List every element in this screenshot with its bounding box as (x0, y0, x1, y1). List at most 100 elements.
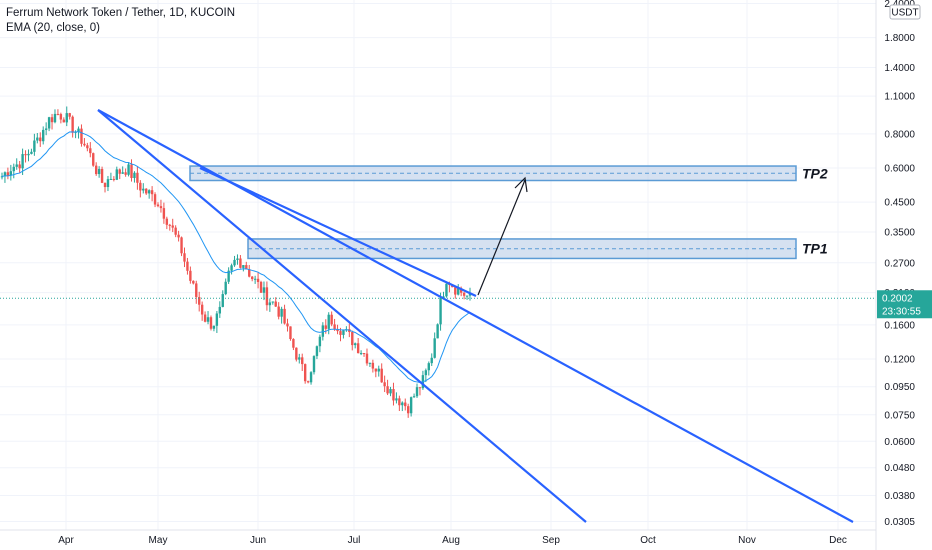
candle-body (433, 338, 436, 358)
price-tick-label: 1.4000 (884, 63, 915, 74)
candle-body (221, 294, 224, 307)
candle-body (459, 288, 463, 293)
candle-body (47, 117, 51, 129)
candle-body (9, 171, 13, 176)
candle-body (92, 153, 95, 166)
candle-body (248, 269, 251, 277)
candle-body (209, 317, 213, 329)
candle-body (156, 204, 160, 207)
candle-body (39, 137, 42, 142)
candle-body (271, 301, 274, 303)
symbol-title[interactable]: Ferrum Network Token / Tether, 1D, KUCOI… (6, 7, 236, 19)
candle-body (465, 295, 469, 297)
candle-body (186, 261, 189, 271)
candle-body (253, 278, 257, 280)
candle-body (245, 265, 248, 270)
candle-body (200, 304, 204, 315)
candle-body (124, 172, 127, 175)
price-tick-label: 0.8000 (884, 129, 915, 140)
candle-body (180, 237, 183, 254)
projection-arrow[interactable] (477, 179, 526, 296)
candle-body (159, 206, 163, 209)
candle-body (454, 287, 457, 295)
price-tick-label: 0.0600 (884, 437, 915, 448)
price-tick-label: 0.6000 (884, 164, 915, 175)
candle-body (395, 398, 398, 401)
price-tick-label: 1.1000 (884, 92, 915, 103)
trendline-2[interactable] (97, 109, 587, 523)
candle-body (333, 324, 336, 330)
currency-badge[interactable] (889, 4, 921, 20)
candle-body (418, 387, 422, 389)
trendlines (97, 109, 854, 523)
candle-body (6, 172, 10, 176)
candle-body (127, 164, 130, 175)
candle-body (336, 329, 339, 332)
candle-body (21, 154, 24, 169)
time-tick-label: Dec (829, 535, 847, 546)
candle-body (289, 326, 292, 340)
candle-body (256, 278, 260, 282)
candle-body (315, 346, 319, 357)
last-price-badge[interactable] (877, 290, 932, 319)
candle-body (145, 188, 148, 194)
candle-body (142, 188, 145, 191)
candle-body (359, 353, 363, 355)
bar-countdown: 23:30:55 (882, 306, 921, 317)
candle-body (203, 314, 207, 322)
candle-body (174, 227, 177, 235)
candle-body (330, 314, 333, 325)
candle-body (427, 363, 430, 371)
candle-body (268, 302, 272, 306)
candle-body (309, 372, 313, 383)
candle-body (171, 225, 174, 228)
price-tick-label: 0.0750 (884, 410, 915, 421)
candle-body (224, 281, 227, 295)
candle-body (162, 208, 166, 219)
candle-body (374, 368, 378, 372)
ema-line (1, 131, 471, 384)
candle-body (298, 357, 301, 360)
candle-body (103, 182, 107, 188)
candle-body (351, 332, 354, 346)
candle-body (42, 129, 45, 142)
candle-body (227, 270, 230, 282)
candle-body (318, 336, 322, 347)
candle-body (401, 402, 404, 406)
trendline-3[interactable] (199, 167, 477, 297)
candle-body (59, 114, 63, 120)
zone-label-tp1: TP1 (802, 241, 828, 257)
candle-body (18, 164, 21, 169)
candle-body (457, 288, 460, 295)
price-tick-label: 0.1200 (884, 355, 915, 366)
ema-20-line[interactable] (1, 131, 471, 384)
candle-body (12, 166, 15, 172)
candle-body (168, 224, 171, 226)
candle-body (153, 194, 157, 205)
zone-label-tp2: TP2 (802, 165, 828, 181)
candle-body (371, 362, 375, 369)
candle-body (33, 140, 36, 152)
time-tick-label: May (149, 535, 168, 546)
candle-body (212, 325, 216, 329)
candle-body (130, 164, 133, 179)
time-axis[interactable]: Apr May Jun Jul Aug Sep Oct Nov Dec (0, 529, 876, 546)
price-tick-label: 0.0950 (884, 382, 915, 393)
grid-lines (0, 0, 876, 530)
candle-body (404, 402, 407, 407)
candle-body (312, 356, 316, 373)
candle-body (15, 164, 18, 167)
time-tick-label: Aug (442, 535, 460, 546)
candle-body (147, 190, 151, 194)
candle-body (386, 386, 389, 394)
candle-body (3, 172, 7, 177)
candle-body (412, 396, 416, 398)
candle-body (442, 296, 445, 298)
ema-indicator-label[interactable]: EMA (20, close, 0) (6, 22, 100, 34)
candle-body (250, 276, 254, 280)
candle-body (324, 325, 327, 329)
candle-body (286, 323, 289, 327)
candle-body (192, 280, 195, 284)
